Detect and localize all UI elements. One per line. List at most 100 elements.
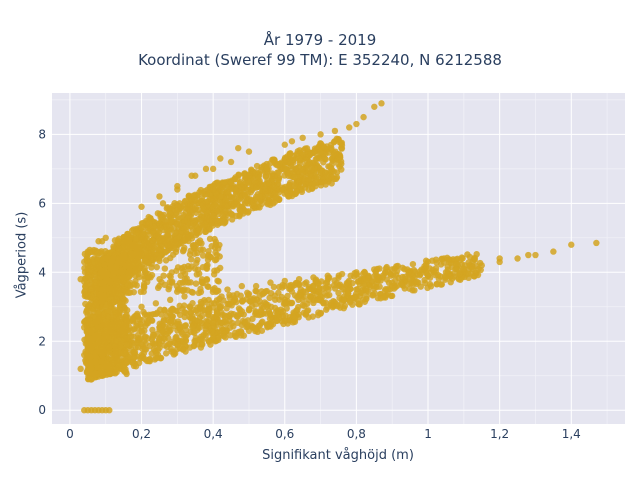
data-point <box>442 269 450 276</box>
data-point <box>102 255 109 262</box>
data-point <box>307 170 314 178</box>
data-point <box>221 202 229 209</box>
data-point <box>134 312 141 319</box>
data-point <box>84 369 92 376</box>
data-point <box>95 310 102 317</box>
data-point <box>216 303 223 310</box>
data-point <box>194 249 201 257</box>
data-point <box>380 294 387 301</box>
data-point <box>266 310 274 317</box>
data-point <box>217 193 224 200</box>
data-point <box>245 172 253 179</box>
data-point <box>145 213 152 221</box>
data-point <box>275 195 283 203</box>
data-point <box>117 343 125 351</box>
data-point <box>128 346 135 353</box>
data-point <box>297 286 305 293</box>
y-tick-label: 8 <box>38 127 46 141</box>
data-point <box>199 341 206 348</box>
data-point <box>140 283 148 290</box>
data-point <box>128 326 136 334</box>
data-point <box>170 348 177 356</box>
data-point <box>192 280 200 287</box>
data-point <box>460 265 468 273</box>
data-point <box>124 262 131 269</box>
data-point <box>282 165 289 172</box>
data-point <box>293 188 300 195</box>
data-point <box>263 165 271 173</box>
data-point <box>195 289 203 297</box>
data-point <box>215 334 222 342</box>
data-point <box>222 318 229 325</box>
data-point <box>288 299 296 307</box>
data-point <box>156 237 163 244</box>
data-point <box>216 264 224 272</box>
data-point <box>149 237 156 244</box>
data-point <box>110 243 117 250</box>
data-point <box>102 234 109 242</box>
data-point <box>226 291 233 299</box>
data-point <box>224 300 231 308</box>
data-point <box>109 351 117 359</box>
data-point <box>195 207 203 214</box>
data-point <box>299 165 306 173</box>
data-point <box>87 353 95 361</box>
data-point <box>106 369 113 376</box>
data-point <box>478 262 485 269</box>
data-point <box>353 120 360 128</box>
data-point <box>245 327 253 335</box>
data-point <box>298 188 306 196</box>
data-point <box>326 163 333 170</box>
data-point <box>239 298 246 305</box>
data-point <box>205 283 212 291</box>
data-point <box>257 302 265 309</box>
data-point <box>202 165 210 173</box>
data-point <box>162 350 170 357</box>
data-point <box>274 162 281 169</box>
data-point <box>199 312 206 320</box>
data-point <box>465 259 472 266</box>
data-point <box>244 289 251 296</box>
data-point <box>152 300 160 307</box>
data-point <box>189 206 196 213</box>
data-point <box>134 264 142 272</box>
data-point <box>114 237 121 244</box>
data-point <box>113 365 120 373</box>
data-point <box>173 235 180 242</box>
data-point <box>143 357 151 365</box>
data-point <box>176 302 183 310</box>
data-point <box>242 200 249 207</box>
data-point <box>169 278 176 285</box>
data-point <box>152 349 160 357</box>
data-point <box>156 324 163 331</box>
data-point <box>95 338 102 345</box>
data-point <box>346 124 353 131</box>
data-point <box>110 254 117 261</box>
data-point <box>196 305 204 312</box>
data-point <box>331 127 339 135</box>
data-point <box>218 293 225 300</box>
data-point <box>196 324 203 331</box>
data-point <box>381 287 389 294</box>
data-point <box>271 190 279 197</box>
x-tick-label: 0,2 <box>132 427 151 441</box>
data-point <box>196 239 203 247</box>
data-point <box>337 140 345 147</box>
data-point <box>198 278 205 286</box>
data-point <box>185 265 193 273</box>
data-point <box>120 350 127 357</box>
data-point <box>199 189 206 197</box>
data-point <box>320 159 327 166</box>
data-point <box>174 341 181 348</box>
data-point <box>336 281 344 288</box>
data-point <box>95 347 102 355</box>
data-point <box>296 147 303 154</box>
data-point <box>252 180 260 187</box>
data-point <box>227 158 235 166</box>
data-point <box>264 179 272 187</box>
data-point <box>369 291 377 298</box>
data-point <box>205 311 212 318</box>
data-point <box>174 320 181 328</box>
data-point <box>334 156 342 163</box>
data-point <box>310 282 317 290</box>
